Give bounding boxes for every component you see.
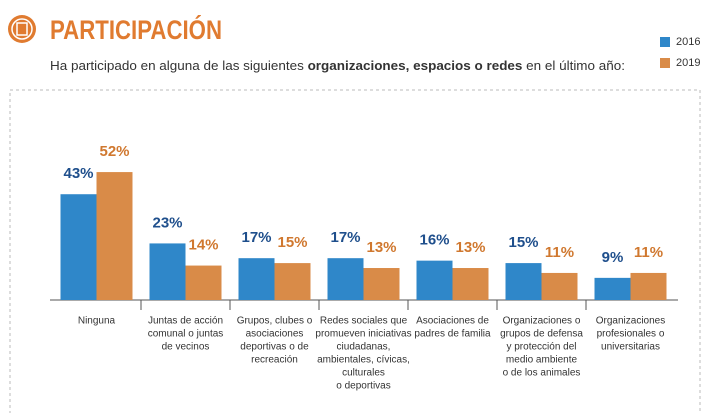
value-label: 17% xyxy=(241,229,271,246)
bar xyxy=(185,265,222,300)
chart-title: PARTICIPACIÓN xyxy=(50,14,222,45)
x-tick-label: Asociaciones de xyxy=(416,316,489,327)
bar xyxy=(363,268,400,300)
value-label: 17% xyxy=(330,229,360,246)
x-tick-label: Organizaciones o xyxy=(503,316,581,327)
subtitle-part: Ha participado en alguna de las siguient… xyxy=(50,59,308,73)
legend-label: 2016 xyxy=(676,36,700,48)
bar xyxy=(630,272,667,300)
frame xyxy=(9,89,701,413)
bar xyxy=(149,243,186,300)
x-tick-label: deportivas o de xyxy=(240,342,309,353)
x-tick-label: Redes sociales que xyxy=(320,316,408,327)
x-tick-label: ciudadanas, xyxy=(337,342,391,353)
x-tick-label: de vecinos xyxy=(162,342,210,353)
x-tick-label: recreación xyxy=(251,355,298,366)
value-label: 43% xyxy=(63,165,93,182)
x-tick-label: universitarias xyxy=(601,342,660,353)
bar xyxy=(274,263,311,300)
bar xyxy=(541,272,578,300)
x-tick-label: Ninguna xyxy=(78,316,116,327)
x-tick-label: Grupos, clubes o xyxy=(237,316,313,327)
x-tick-label: Juntas de acción xyxy=(148,316,223,327)
legend-swatch xyxy=(660,58,670,68)
x-tick-label: asociaciones xyxy=(246,329,304,340)
value-label: 11% xyxy=(545,244,574,261)
value-label: 9% xyxy=(602,249,624,266)
value-label: 15% xyxy=(277,234,307,251)
bar xyxy=(416,260,453,300)
value-label: 15% xyxy=(508,234,538,251)
value-label: 23% xyxy=(152,214,182,231)
x-tick-label: comunal o juntas xyxy=(148,329,224,340)
bar xyxy=(96,172,133,300)
bar xyxy=(594,277,631,300)
legend-swatch xyxy=(660,37,670,47)
x-tick-label: culturales xyxy=(342,368,385,379)
legend-label: 2019 xyxy=(676,57,700,69)
bar xyxy=(327,258,364,300)
x-tick-label: medio ambiente xyxy=(506,355,578,366)
x-tick-label: o de los animales xyxy=(503,368,581,379)
value-label: 13% xyxy=(366,239,396,256)
x-tick-label: promueven iniciativas xyxy=(315,329,411,340)
x-tick-label: padres de familia xyxy=(414,329,491,340)
bar xyxy=(452,268,489,300)
subtitle-bold: organizaciones, espacios o redes xyxy=(308,59,523,73)
bar xyxy=(60,194,97,300)
subtitle-part: en el último año: xyxy=(522,59,625,73)
value-label: 14% xyxy=(188,237,218,254)
subtitle: Ha participado en alguna de las siguient… xyxy=(50,59,625,73)
bar xyxy=(238,258,275,300)
x-tick-label: profesionales o xyxy=(597,329,665,340)
value-label: 52% xyxy=(99,143,129,160)
bar xyxy=(505,263,542,300)
x-tick-label: grupos de defensa xyxy=(500,329,583,340)
value-label: 13% xyxy=(455,239,485,256)
x-tick-label: Organizaciones xyxy=(596,316,665,327)
icon xyxy=(8,15,36,43)
x-tick-label: o deportivas xyxy=(336,381,390,392)
x-tick-label: ambientales, cívicas, xyxy=(317,355,410,366)
x-tick-label: y protección del xyxy=(506,342,576,353)
value-label: 16% xyxy=(419,232,449,249)
value-label: 11% xyxy=(634,244,663,261)
